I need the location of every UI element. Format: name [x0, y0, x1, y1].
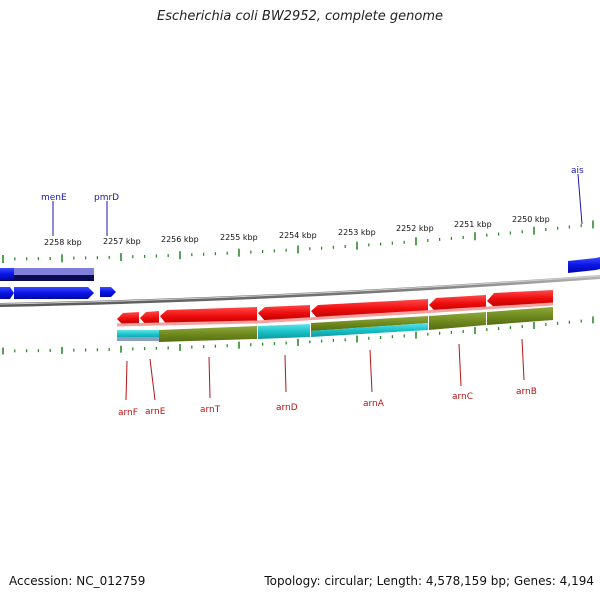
- cds-arnF-sub[interactable]: [117, 337, 139, 341]
- gene-label-arnB[interactable]: arnB: [516, 387, 537, 397]
- scale-labels: 2258 kbp 2257 kbp 2256 kbp 2255 kbp 2254…: [44, 215, 550, 247]
- gene-label-arnT[interactable]: arnT: [200, 405, 221, 415]
- ais-leader: [577, 173, 583, 225]
- gene-pmrD-arrow[interactable]: [100, 287, 116, 297]
- gene-label-arnC[interactable]: arnC: [452, 392, 473, 402]
- cds-arnE[interactable]: [139, 330, 159, 339]
- cds-arnT[interactable]: [159, 326, 257, 342]
- arnF-leader: [125, 360, 128, 401]
- gene-arrow-blue-1[interactable]: [0, 287, 14, 299]
- cds-arnA[interactable]: [311, 316, 428, 331]
- scale-ruler-top: [2, 220, 594, 263]
- gene-arnE-arrow[interactable]: [140, 311, 159, 325]
- tick-label-2251: 2251 kbp: [454, 220, 492, 229]
- tick-label-2256: 2256 kbp: [161, 235, 199, 244]
- gene-label-arnE[interactable]: arnE: [145, 407, 166, 417]
- genome-title: Escherichia coli BW2952, complete genome: [157, 9, 443, 24]
- gene-arnT-arrow[interactable]: [160, 307, 257, 325]
- bottom-gene-labels: arnF arnE arnT arnD arnA arnC arnB: [118, 338, 537, 418]
- tick-label-2257: 2257 kbp: [103, 237, 141, 246]
- cds-arnF[interactable]: [117, 330, 139, 339]
- cds-arnD[interactable]: [258, 324, 310, 339]
- cds-arnB[interactable]: [487, 307, 553, 325]
- scale-ruler-bottom: [2, 316, 594, 355]
- accession-text: Accession: NC_012759: [9, 574, 146, 588]
- backbone-highlight: [0, 275, 600, 305]
- tick-label-2255: 2255 kbp: [220, 233, 258, 242]
- gene-label-arnA[interactable]: arnA: [363, 399, 385, 409]
- tick-label-2254: 2254 kbp: [279, 231, 317, 240]
- gene-label-menE[interactable]: menE: [41, 193, 67, 203]
- gene-ais-arrow[interactable]: [568, 257, 600, 273]
- arnC-leader: [458, 343, 462, 387]
- genome-summary-text: Topology: circular; Length: 4,578,159 bp…: [264, 574, 594, 588]
- gene-arnD-arrow[interactable]: [258, 305, 310, 321]
- arnB-leader: [521, 338, 525, 381]
- cds-arnE-sub[interactable]: [139, 337, 159, 341]
- gene-arrow-blue-2[interactable]: [14, 287, 94, 299]
- gene-label-ais[interactable]: ais: [571, 166, 584, 176]
- arnA-leader: [369, 349, 373, 393]
- arnD-leader: [284, 354, 287, 393]
- arnT-leader: [208, 356, 211, 399]
- gene-menE-cds[interactable]: [0, 275, 94, 281]
- forward-strand-features: [0, 257, 600, 299]
- gene-arnB-arrow[interactable]: [487, 290, 553, 307]
- gene-label-arnF[interactable]: arnF: [118, 408, 138, 418]
- arnE-leader: [149, 358, 156, 401]
- cds-arnC[interactable]: [429, 312, 486, 330]
- red-gene-shadow: [116, 302, 554, 327]
- tick-label-2250: 2250 kbp: [512, 215, 550, 224]
- cds-features: [117, 307, 553, 342]
- tick-label-2252: 2252 kbp: [396, 224, 434, 233]
- top-gene-labels: menE pmrD ais: [41, 166, 584, 236]
- tick-label-2253: 2253 kbp: [338, 228, 376, 237]
- tick-label-2258: 2258 kbp: [44, 238, 82, 247]
- gene-label-pmrD[interactable]: pmrD: [94, 193, 119, 203]
- reverse-strand-genes: [116, 290, 554, 327]
- gene-menE-feature[interactable]: [0, 268, 94, 277]
- gene-arnF-arrow[interactable]: [117, 312, 139, 325]
- cds-arnA-sub[interactable]: [311, 323, 428, 337]
- genome-backbone: [0, 275, 600, 307]
- blue-block-left[interactable]: [0, 268, 14, 280]
- gene-label-arnD[interactable]: arnD: [276, 403, 298, 413]
